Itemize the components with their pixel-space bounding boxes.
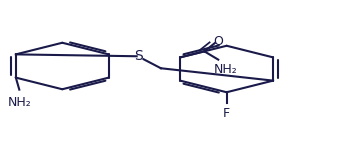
- Text: S: S: [134, 48, 143, 63]
- Text: NH₂: NH₂: [7, 96, 31, 109]
- Text: F: F: [223, 107, 230, 120]
- Text: NH₂: NH₂: [213, 63, 237, 76]
- Text: O: O: [213, 35, 223, 48]
